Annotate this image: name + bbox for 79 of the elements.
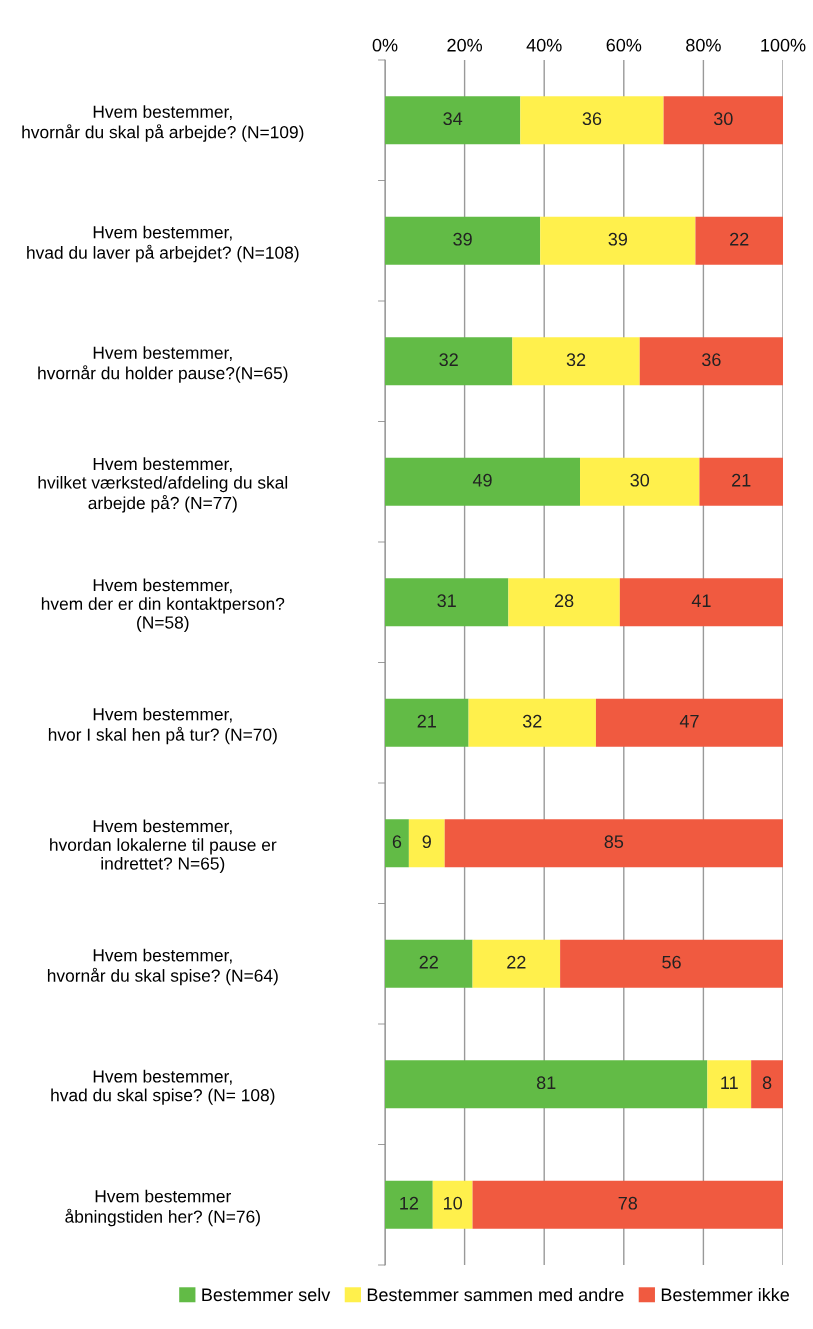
bar [560, 939, 783, 988]
bar [472, 939, 561, 988]
data-label: 28 [554, 594, 574, 608]
bar [540, 216, 696, 265]
bar [385, 1060, 708, 1109]
bar [512, 337, 640, 386]
bar [520, 96, 664, 145]
y-tick-label: Hvem bestemmer, hvad du skal spise? (N= 108) [51, 1069, 275, 1105]
data-label: 22 [507, 955, 526, 969]
data-label: 22 [730, 232, 749, 246]
data-label: 21 [417, 714, 436, 728]
bar [385, 337, 513, 386]
y-tick-label: Hvem bestemmer, hvor I skal hen på tur? (N=70) [48, 707, 277, 745]
data-label: 22 [419, 955, 438, 969]
x-tick-label: 100% [761, 38, 806, 52]
legend-label: Bestemmer ikke [661, 1287, 790, 1302]
data-label: 21 [732, 473, 751, 487]
legend-label: Bestemmer sammen med andre [367, 1287, 624, 1302]
bar [385, 216, 541, 265]
data-label: 10 [444, 1196, 462, 1210]
x-tick-label: 40% [526, 38, 562, 52]
x-tick-label: 80% [686, 38, 721, 52]
data-label: 32 [522, 714, 542, 728]
bar [385, 96, 521, 145]
y-tick-label: Hvem bestemmer, hvad du laver på arbejdet? (N=108) [27, 225, 299, 263]
bar [595, 698, 783, 747]
bar [707, 1060, 752, 1109]
bar [385, 698, 469, 747]
y-tick-label: Hvem bestemmer åbningstiden her? (N=76) [65, 1189, 260, 1227]
data-label: 9 [422, 835, 431, 849]
data-label: 12 [400, 1196, 419, 1210]
bar [472, 1180, 783, 1229]
bar [408, 819, 445, 868]
bar [385, 939, 473, 988]
y-tick-label: Hvem bestemmer, hvornår du holder pause?(N=65) [38, 346, 288, 383]
bar [751, 1060, 783, 1109]
bar [385, 819, 409, 868]
data-label: 41 [691, 594, 711, 607]
data-label: 49 [472, 473, 492, 487]
x-tick-label: 0% [372, 38, 398, 52]
x-tick-label: 60% [606, 38, 642, 52]
data-label: 47 [679, 715, 699, 728]
bar [385, 578, 509, 627]
y-tick-label: Hvem bestemmer, hvordan lokalerne til pause er indrettet? N=65) [50, 819, 277, 874]
bar [580, 457, 700, 506]
data-label: 11 [721, 1076, 738, 1089]
x-tick-label: 20% [447, 38, 483, 52]
y-tick-label: Hvem bestemmer, hvilket værksted/afdeling du skal arbejde på? (N=77) [38, 457, 288, 513]
bar [385, 1180, 433, 1229]
data-label: 32 [439, 353, 458, 367]
bar [663, 96, 783, 145]
legend-label: Bestemmer selv [202, 1287, 331, 1302]
data-label: 31 [437, 594, 456, 608]
data-label: 34 [443, 112, 463, 126]
bar [695, 216, 783, 265]
data-label: 30 [630, 473, 650, 487]
data-label: 78 [618, 1196, 638, 1210]
data-label: 85 [604, 835, 624, 849]
bar [385, 457, 581, 506]
data-label: 81 [536, 1076, 556, 1090]
data-label: 36 [702, 353, 721, 367]
y-tick-label: Hvem bestemmer, hvornår du skal spise? (N=64) [47, 948, 278, 986]
data-label: 30 [713, 112, 733, 126]
bar [444, 819, 783, 868]
bar [432, 1180, 473, 1229]
bar [619, 578, 783, 627]
y-tick-label: Hvem bestemmer, hvornår du skal på arbejde? (N=109) [22, 105, 304, 142]
bar [468, 698, 596, 747]
data-label: 39 [453, 232, 472, 246]
bar [508, 578, 620, 627]
data-label: 36 [582, 112, 602, 126]
data-label: 32 [566, 353, 586, 367]
data-label: 39 [608, 232, 628, 246]
data-label: 8 [762, 1076, 772, 1090]
data-label: 6 [392, 835, 402, 849]
bar [699, 457, 783, 506]
data-label: 56 [662, 955, 681, 969]
y-tick-label: Hvem bestemmer, hvem der er din kontaktperson? (N=58) [41, 578, 285, 633]
bar [639, 337, 783, 386]
